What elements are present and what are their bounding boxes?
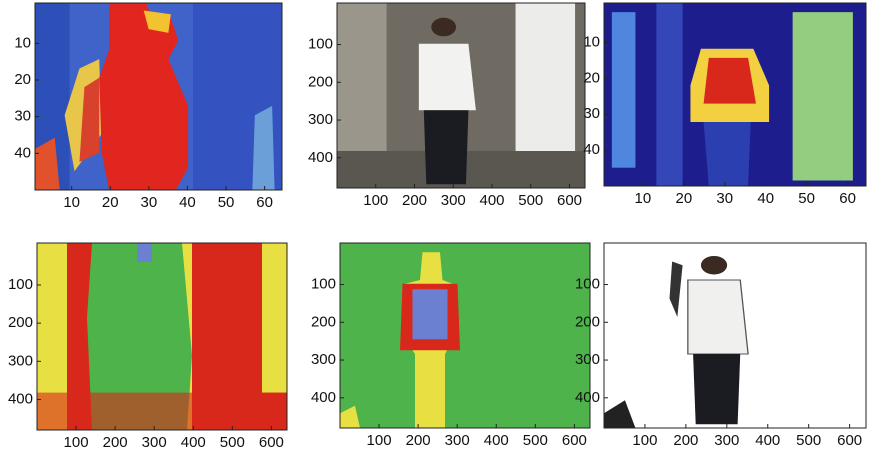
x-tick-label: 50: [798, 190, 815, 207]
x-tick-label: 500: [796, 432, 821, 449]
depth-map: [35, 3, 282, 190]
x-tick-label: 200: [402, 192, 427, 209]
x-tick-label: 100: [632, 432, 657, 449]
x-tick-label: 500: [523, 432, 548, 449]
y-tick-label: 30: [583, 105, 600, 122]
y-tick-label: 10: [14, 34, 31, 51]
x-tick-label: 40: [179, 194, 196, 211]
x-tick-label: 40: [757, 190, 774, 207]
x-tick-label: 50: [218, 194, 235, 211]
segmentation-map: [340, 243, 590, 428]
x-tick-label: 100: [367, 432, 392, 449]
x-tick-label: 20: [675, 190, 692, 207]
x-tick-label: 30: [141, 194, 158, 211]
foreground: [604, 243, 866, 428]
x-tick-label: 100: [363, 192, 388, 209]
x-tick-label: 300: [441, 192, 466, 209]
x-tick-label: 10: [63, 194, 80, 211]
x-tick-label: 500: [220, 434, 245, 451]
x-tick-label: 400: [181, 434, 206, 451]
y-tick-label: 30: [14, 108, 31, 125]
y-tick-label: 10: [583, 33, 600, 50]
y-tick-label: 100: [308, 35, 333, 52]
x-tick-label: 400: [479, 192, 504, 209]
y-tick-label: 200: [8, 314, 33, 331]
x-tick-label: 10: [635, 190, 652, 207]
x-tick-label: 200: [406, 432, 431, 449]
x-tick-label: 300: [142, 434, 167, 451]
x-tick-label: 400: [755, 432, 780, 449]
y-tick-label: 100: [8, 276, 33, 293]
x-tick-label: 300: [445, 432, 470, 449]
x-tick-label: 600: [562, 432, 587, 449]
x-tick-label: 500: [518, 192, 543, 209]
y-tick-label: 400: [311, 389, 336, 406]
x-tick-label: 200: [673, 432, 698, 449]
heat-map: [604, 3, 866, 186]
x-tick-label: 20: [102, 194, 119, 211]
x-tick-label: 30: [716, 190, 733, 207]
y-tick-label: 40: [583, 141, 600, 158]
y-tick-label: 400: [8, 390, 33, 407]
photo: [337, 3, 585, 188]
y-tick-label: 400: [575, 389, 600, 406]
y-tick-label: 200: [575, 313, 600, 330]
y-tick-label: 20: [14, 71, 31, 88]
x-tick-label: 60: [839, 190, 856, 207]
x-tick-label: 400: [484, 432, 509, 449]
x-tick-label: 200: [103, 434, 128, 451]
figure: 10 20 30 40 50 60 10 20 30 40 100 200 300 400 500 600 10…: [0, 0, 887, 454]
x-tick-label: 600: [259, 434, 284, 451]
y-tick-label: 200: [311, 313, 336, 330]
y-tick-label: 200: [308, 73, 333, 90]
y-tick-label: 300: [311, 351, 336, 368]
y-tick-label: 40: [14, 144, 31, 161]
x-tick-label: 600: [837, 432, 862, 449]
y-tick-label: 300: [575, 351, 600, 368]
y-tick-label: 300: [308, 111, 333, 128]
y-tick-label: 100: [575, 275, 600, 292]
y-tick-label: 100: [311, 275, 336, 292]
segmentation-map: [37, 243, 287, 430]
y-tick-label: 400: [308, 149, 333, 166]
y-tick-label: 300: [8, 352, 33, 369]
x-tick-label: 600: [557, 192, 582, 209]
x-tick-label: 100: [64, 434, 89, 451]
y-tick-label: 20: [583, 69, 600, 86]
x-tick-label: 60: [256, 194, 273, 211]
x-tick-label: 300: [714, 432, 739, 449]
